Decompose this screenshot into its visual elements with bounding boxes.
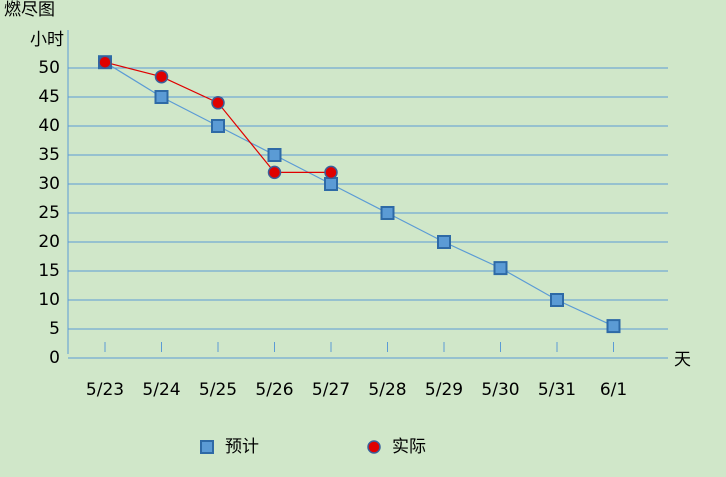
point: [324, 165, 338, 180]
x-tick-label: 5/23: [86, 380, 124, 400]
y-tick-label: 35: [38, 145, 60, 165]
point: [211, 119, 225, 133]
x-tick-label: 5/25: [199, 380, 237, 400]
y-tick-label: 5: [49, 319, 60, 339]
y-tick-label: 40: [38, 116, 60, 136]
series-line: [104, 61, 614, 327]
point: [98, 55, 112, 69]
legend-marker: [367, 440, 381, 454]
x-tick-label: 5/29: [425, 380, 463, 400]
y-tick-label: 15: [38, 261, 60, 281]
point: [154, 69, 169, 84]
x-tick-label: 5/31: [538, 380, 576, 400]
point: [380, 206, 395, 220]
x-tick-label: 5/24: [142, 380, 180, 400]
point: [211, 96, 225, 110]
y-tick-label: 25: [38, 203, 60, 223]
chart-title: 燃尽图: [4, 0, 55, 20]
x-tick-label: 5/28: [368, 380, 406, 400]
point: [267, 148, 282, 162]
y-tick-label: 10: [38, 290, 60, 310]
x-axis-label: 天: [674, 350, 691, 370]
point: [154, 90, 169, 104]
x-tick-label: 5/27: [312, 380, 350, 400]
x-tick-label: 6/1: [600, 380, 627, 400]
point: [267, 165, 282, 180]
x-tick-label: 5/26: [255, 380, 293, 400]
point: [324, 177, 338, 191]
point: [550, 293, 564, 307]
legend-marker: [200, 440, 214, 454]
y-axis-label: 小时: [30, 30, 64, 50]
point: [493, 261, 508, 276]
y-tick-label: 45: [38, 87, 60, 107]
point: [606, 319, 621, 334]
y-tick-label: 0: [49, 348, 60, 368]
y-tick-label: 30: [38, 174, 60, 194]
point: [437, 235, 451, 249]
x-tick-label: 5/30: [481, 380, 519, 400]
y-tick-label: 50: [38, 58, 60, 78]
y-tick-label: 20: [38, 232, 60, 252]
legend-label: 预计: [225, 437, 259, 457]
legend-label: 实际: [392, 437, 426, 457]
